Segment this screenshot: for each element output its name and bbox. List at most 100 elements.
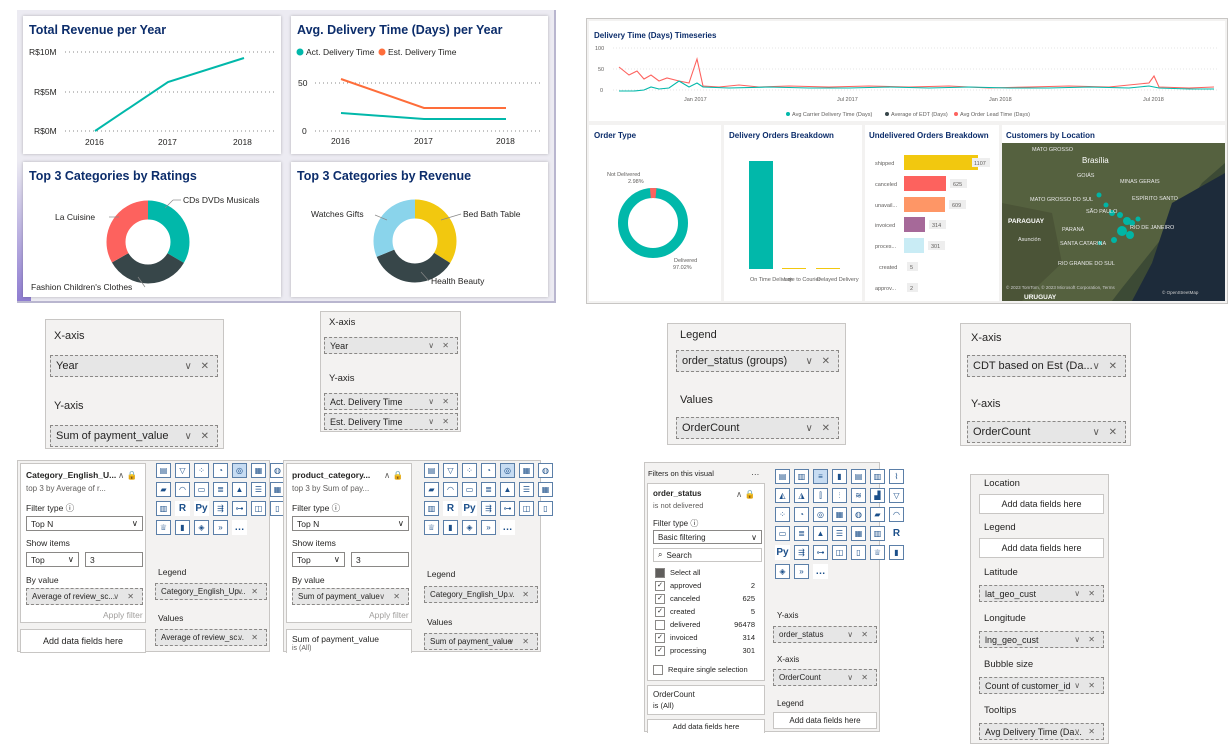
longitude-field[interactable]: lng_geo_cust ∨ ✕ bbox=[979, 631, 1104, 648]
kpi-icon[interactable]: ▲ bbox=[500, 482, 515, 497]
treemap-icon[interactable]: ▦ bbox=[519, 463, 534, 478]
count-input[interactable]: 3 bbox=[351, 552, 409, 567]
line-column-icon[interactable]: ⫿ bbox=[813, 488, 828, 503]
checkbox-icon[interactable] bbox=[655, 620, 665, 631]
location-add-fields[interactable]: Add data fields here bbox=[979, 494, 1104, 514]
card-icon[interactable]: ▭ bbox=[462, 482, 477, 497]
filled-map-icon[interactable]: ▰ bbox=[156, 482, 171, 497]
stacked-column-icon[interactable]: ▥ bbox=[794, 469, 809, 484]
narrative-icon[interactable]: ▯ bbox=[538, 501, 553, 516]
clustered-column-icon[interactable]: ▮ bbox=[832, 469, 847, 484]
list-item[interactable]: ✓ approved 2 bbox=[655, 581, 755, 592]
map-icon[interactable]: ◍ bbox=[538, 463, 553, 478]
add-data-fields[interactable]: Add data fields here bbox=[20, 629, 146, 653]
paginated-icon[interactable]: ▮ bbox=[175, 520, 190, 535]
checkbox-icon[interactable]: ✓ bbox=[655, 633, 665, 644]
checkbox-icon[interactable]: ✓ bbox=[655, 607, 665, 618]
donut-icon[interactable]: ◎ bbox=[813, 507, 828, 522]
more-visuals-icon[interactable]: … bbox=[813, 564, 828, 579]
paginated-icon[interactable]: ▮ bbox=[889, 545, 904, 560]
scatter-icon[interactable]: ⁘ bbox=[775, 507, 790, 522]
python-visual-icon[interactable]: Py bbox=[775, 545, 790, 560]
chevron-down-icon[interactable]: ∨ ✕ bbox=[379, 592, 403, 601]
slicer-icon[interactable]: ☰ bbox=[519, 482, 534, 497]
bar-100-icon[interactable]: ▤ bbox=[851, 469, 866, 484]
multirow-card-icon[interactable]: ≣ bbox=[213, 482, 228, 497]
r-visual-icon[interactable]: R bbox=[175, 501, 190, 516]
apply-filter-button[interactable]: Apply filter bbox=[369, 610, 409, 620]
chevron-down-icon[interactable]: ∨ ✕ bbox=[184, 430, 212, 442]
list-item[interactable]: ✓ canceled 625 bbox=[655, 594, 755, 605]
chevron-down-icon[interactable]: ∨ ✕ bbox=[1074, 681, 1098, 690]
ratings-card[interactable]: Top 3 Categories by Ratings CDs DVDs Mus… bbox=[23, 162, 281, 297]
scatter-icon[interactable]: ⁘ bbox=[194, 463, 209, 478]
latitude-field[interactable]: lat_geo_cust ∨ ✕ bbox=[979, 585, 1104, 602]
filter-type-select[interactable]: Top N ∨ bbox=[292, 516, 409, 531]
y-axis-field[interactable]: OrderCount ∨ ✕ bbox=[967, 421, 1126, 443]
undelivered-card[interactable]: Undelivered Orders Breakdown shipped 110… bbox=[865, 125, 999, 301]
gauge-icon[interactable]: ◠ bbox=[175, 482, 190, 497]
chevron-down-icon[interactable]: ∨ ✕ bbox=[428, 397, 452, 406]
legend-add-fields[interactable]: Add data fields here bbox=[773, 712, 877, 729]
legend-field[interactable]: Category_English_Up... ∨ ✕ bbox=[424, 586, 538, 603]
stacked-bar-icon[interactable]: ▤ bbox=[156, 463, 171, 478]
chevron-down-icon[interactable]: ∨ ✕ bbox=[847, 630, 871, 639]
column-100-icon[interactable]: ▥ bbox=[870, 469, 885, 484]
funnel-icon[interactable]: ▽ bbox=[443, 463, 458, 478]
goals-icon[interactable]: ♕ bbox=[870, 545, 885, 560]
card-icon[interactable]: ▭ bbox=[194, 482, 209, 497]
clustered-bar-icon[interactable]: ≡ bbox=[813, 469, 828, 484]
filter-card-3[interactable]: order_status ∧ 🔒 is not delivered Filter… bbox=[647, 483, 765, 681]
order-type-card[interactable]: Order Type Not Delivered 2.98% Delivered… bbox=[589, 125, 721, 301]
more-visuals-icon[interactable]: … bbox=[232, 520, 247, 535]
python-visual-icon[interactable]: Py bbox=[462, 501, 477, 516]
chevron-down-icon[interactable]: ∨ ✕ bbox=[428, 417, 452, 426]
visual-gallery[interactable]: ▤ ▥ ≡ ▮ ▤ ▥ ⌇ ◭ ◮ ⫿ ⫶ ≋ ▟ ▽ ⁘ ◔ ◎ ▦ ◍ ▰ … bbox=[775, 469, 905, 580]
filter-controls[interactable]: ∧ 🔒 bbox=[384, 470, 404, 480]
count-input[interactable]: 3 bbox=[85, 552, 143, 567]
power-apps-icon[interactable]: ◈ bbox=[462, 520, 477, 535]
chevron-down-icon[interactable]: ∨ ✕ bbox=[428, 341, 452, 350]
scatter-icon[interactable]: ⁘ bbox=[462, 463, 477, 478]
matrix-icon[interactable]: ▥ bbox=[870, 526, 885, 541]
gauge-icon[interactable]: ◠ bbox=[443, 482, 458, 497]
waterfall-icon[interactable]: ▟ bbox=[870, 488, 885, 503]
visual-gallery[interactable]: ▤ ▽ ⁘ ◔ ◎ ▦ ◍ ▰ ◠ ▭ ≣ ▲ ☰ ▦ ▥ R Py ⇶ ⊶ ◫… bbox=[156, 463, 286, 536]
funnel-icon[interactable]: ▽ bbox=[175, 463, 190, 478]
show-select[interactable]: Top ∨ bbox=[292, 552, 345, 567]
list-item[interactable]: delivered 96478 bbox=[655, 620, 755, 631]
delivery-time-card[interactable]: Avg. Delivery Time (Days) per Year Act. … bbox=[291, 16, 548, 154]
key-influencers-icon[interactable]: ⇶ bbox=[213, 501, 228, 516]
paginated-icon[interactable]: ▮ bbox=[443, 520, 458, 535]
goals-icon[interactable]: ♕ bbox=[424, 520, 439, 535]
decomposition-tree-icon[interactable]: ⊶ bbox=[813, 545, 828, 560]
chevron-down-icon[interactable]: ∨ ✕ bbox=[1074, 727, 1098, 736]
matrix-icon[interactable]: ▥ bbox=[156, 501, 171, 516]
filter-controls[interactable]: ∧ 🔒 bbox=[118, 470, 138, 480]
card-icon[interactable]: ▭ bbox=[775, 526, 790, 541]
legend-field[interactable]: Category_English_Up... ∨ ✕ bbox=[155, 583, 267, 600]
stacked-area-icon[interactable]: ◮ bbox=[794, 488, 809, 503]
chevron-down-icon[interactable]: ∨ ✕ bbox=[508, 637, 532, 646]
filled-map-icon[interactable]: ▰ bbox=[870, 507, 885, 522]
visual-gallery[interactable]: ▤ ▽ ⁘ ◔ ◎ ▦ ◍ ▰ ◠ ▭ ≣ ▲ ☰ ▦ ▥ R Py ⇶ ⊶ ◫… bbox=[424, 463, 554, 536]
slicer-icon[interactable]: ☰ bbox=[832, 526, 847, 541]
power-apps-icon[interactable]: ◈ bbox=[775, 564, 790, 579]
qa-icon[interactable]: ◫ bbox=[519, 501, 534, 516]
stacked-bar-icon[interactable]: ▤ bbox=[775, 469, 790, 484]
list-item[interactable]: ✓ invoiced 314 bbox=[655, 633, 755, 644]
kpi-icon[interactable]: ▲ bbox=[232, 482, 247, 497]
more-visuals-icon[interactable]: … bbox=[500, 520, 515, 535]
table-icon[interactable]: ▦ bbox=[538, 482, 553, 497]
map-area[interactable]: MATO GROSSO Brasília GOIÁS MINAS GERAIS … bbox=[1002, 143, 1225, 301]
gauge-icon[interactable]: ◠ bbox=[889, 507, 904, 522]
pie-icon[interactable]: ◔ bbox=[481, 463, 496, 478]
y-axis-field[interactable]: order_status ∨ ✕ bbox=[773, 626, 877, 643]
x-axis-field[interactable]: Year ∨ ✕ bbox=[50, 355, 218, 377]
checkbox-icon[interactable]: ✓ bbox=[655, 594, 665, 605]
filter-card-value[interactable]: Sum of payment_value is (All) bbox=[286, 629, 412, 653]
show-select[interactable]: Top ∨ bbox=[26, 552, 79, 567]
revenue-card[interactable]: Total Revenue per Year R$10M R$5M R$0M 2… bbox=[23, 16, 281, 154]
multirow-card-icon[interactable]: ≣ bbox=[481, 482, 496, 497]
chevron-down-icon[interactable]: ∨ ✕ bbox=[184, 360, 212, 372]
